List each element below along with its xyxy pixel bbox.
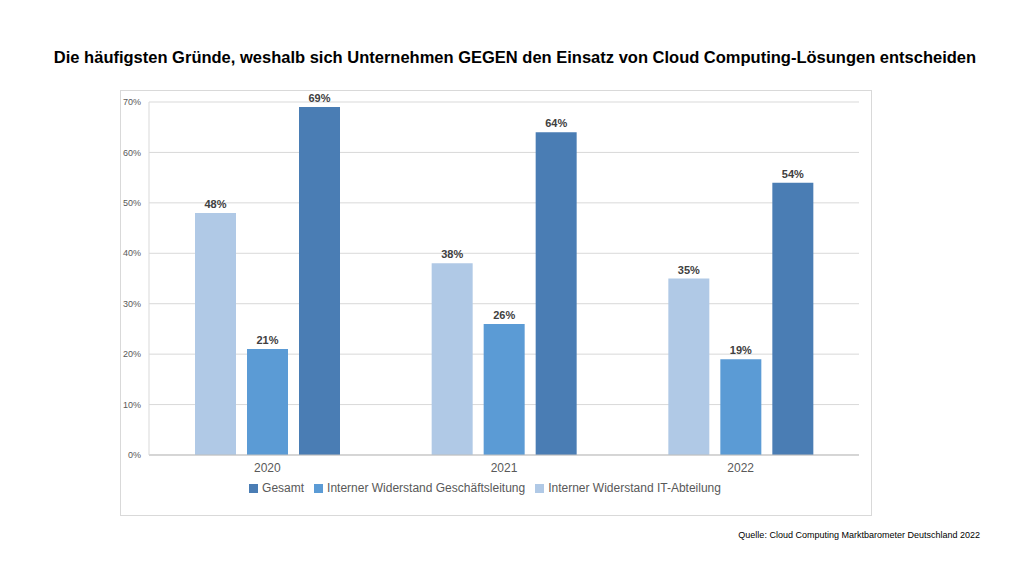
html-text:Die häufigsten Gründe, weshalb: Die häufigsten Gründe, weshalb sich Unte… <box>53 48 977 66</box>
svg-text:2020: 2020 <box>254 461 281 475</box>
svg-text:2022: 2022 <box>727 461 754 475</box>
svg-text:26%: 26% <box>493 309 515 321</box>
html-text:Quelle: Cloud Computing Marktb: Quelle: Cloud Computing Marktbarometer D… <box>738 530 980 540</box>
svg-text:60%: 60% <box>123 148 141 158</box>
svg-text:0%: 0% <box>128 450 141 460</box>
svg-text:30%: 30% <box>123 299 141 309</box>
svg-text:2021: 2021 <box>491 461 518 475</box>
svg-text:40%: 40% <box>123 248 141 258</box>
svg-text:48%: 48% <box>204 198 226 210</box>
svg-text:70%: 70% <box>123 97 141 107</box>
svg-text:10%: 10% <box>123 400 141 410</box>
html-text:Gesamt: Gesamt <box>262 481 305 495</box>
svg-text:20%: 20% <box>123 349 141 359</box>
svg-text:35%: 35% <box>678 264 700 276</box>
svg-text:21%: 21% <box>256 334 278 346</box>
html-text:Interner Widerstand Geschäftsl: Interner Widerstand Geschäftsleitung <box>327 481 526 495</box>
svg-text:69%: 69% <box>308 92 330 104</box>
html-text:Interner Widerstand IT-Abteilu: Interner Widerstand IT-Abteilung <box>548 481 721 495</box>
svg-text:54%: 54% <box>782 168 804 180</box>
svg-text:38%: 38% <box>441 248 463 260</box>
svg-text:19%: 19% <box>730 344 752 356</box>
svg-text:50%: 50% <box>123 198 141 208</box>
svg-text:64%: 64% <box>545 117 567 129</box>
